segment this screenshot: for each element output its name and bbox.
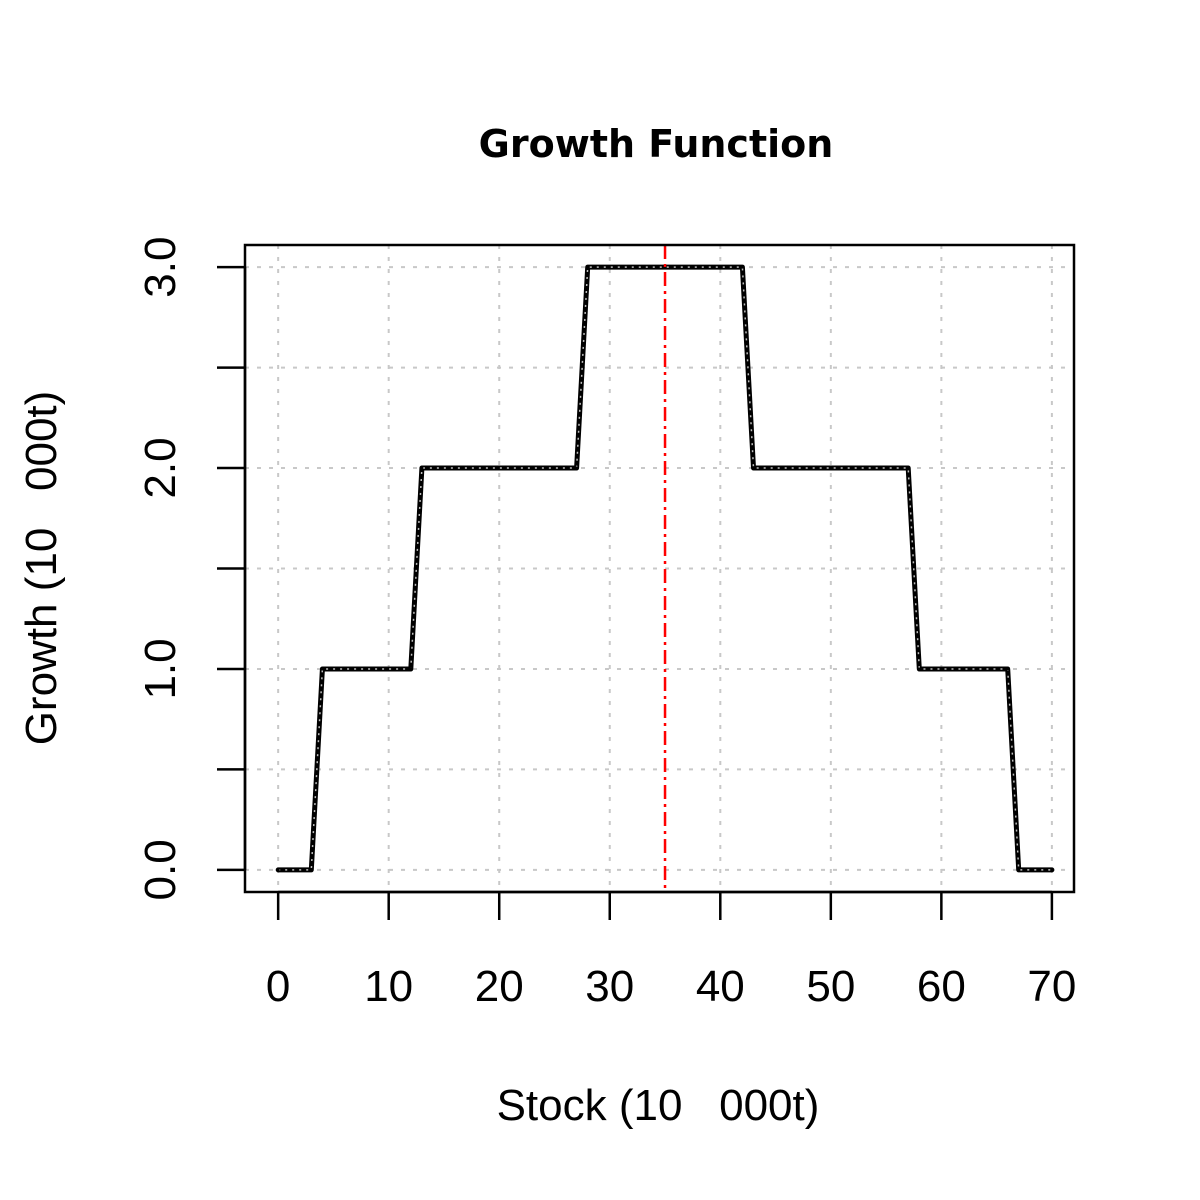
x-axis-label: Stock (10 000t) [497,1081,820,1130]
data-point [751,466,755,470]
chart-title: Growth Function [479,122,834,166]
grid [245,245,1074,892]
x-tick-label: 10 [364,962,413,1011]
y-tick-label: 0.0 [136,839,185,900]
x-tick-label: 20 [475,962,524,1011]
y-axis-label: Growth (10 000t) [17,391,66,746]
data-point [1006,667,1010,671]
y-tick-label: 2.0 [136,437,185,498]
series-line [275,264,1055,873]
data-point [1050,868,1054,872]
y-axis: 0.0 1.0 2.0 3.0 [136,237,247,900]
x-tick-label: 30 [585,962,634,1011]
x-tick-label: 40 [696,962,745,1011]
y-tick-label: 3.0 [136,237,185,298]
series-layer [275,264,1055,873]
data-point [906,466,910,470]
x-axis: 0 10 20 30 40 50 60 70 [266,890,1076,1011]
data-point [320,667,324,671]
plot-area-frame [243,243,1076,894]
data-point [309,868,313,872]
data-point [575,466,579,470]
data-point [409,667,413,671]
x-tick-label: 60 [917,962,966,1011]
data-point [420,466,424,470]
data-point [917,667,921,671]
x-tick-label: 0 [266,962,290,1011]
data-point [1017,868,1021,872]
data-point [586,265,590,269]
y-tick-label: 1.0 [136,638,185,699]
data-point [276,868,280,872]
x-tick-label: 50 [806,962,855,1011]
x-tick-label: 70 [1027,962,1076,1011]
data-point [740,265,744,269]
